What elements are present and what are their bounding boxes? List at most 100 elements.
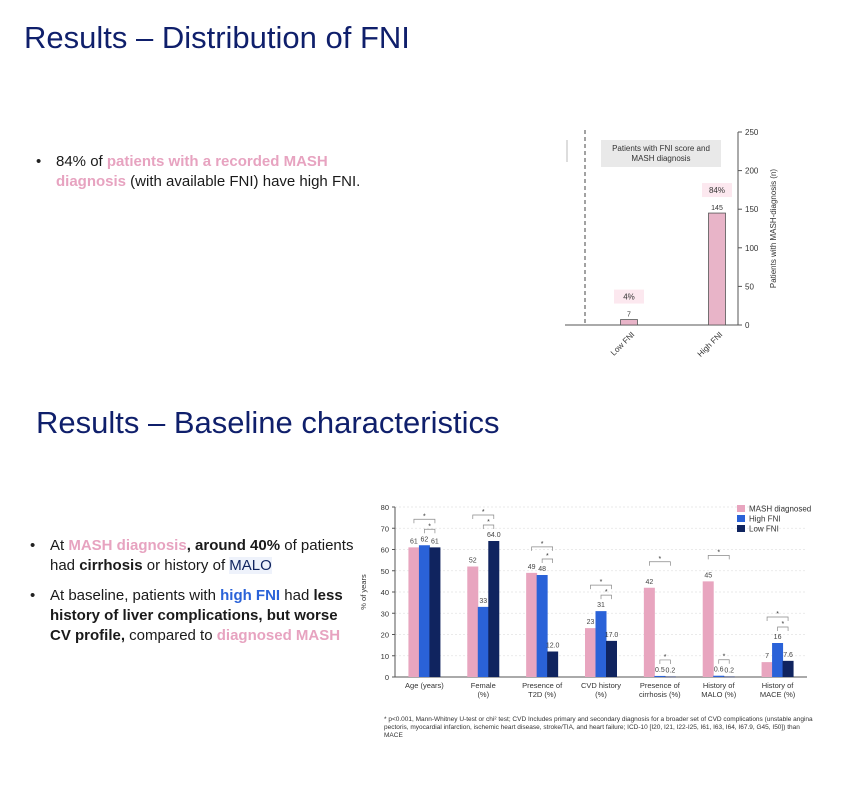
y-tick-label: 40	[381, 588, 389, 597]
data-label: 16	[774, 634, 782, 641]
legend-swatch	[737, 515, 745, 522]
percent-label: 4%	[623, 293, 635, 302]
bar	[536, 575, 548, 677]
bar	[606, 640, 617, 677]
data-label: 7	[627, 312, 631, 319]
significance-bracket	[531, 546, 553, 551]
x-tick-label: MACE (%)	[760, 690, 796, 699]
data-label: 17.0	[605, 632, 619, 639]
significance-bracket	[541, 558, 553, 563]
slide2-title: Results – Baseline characteristics	[36, 405, 500, 440]
significance-star: *	[423, 513, 426, 520]
x-tick-label: cirrhosis (%)	[639, 690, 681, 699]
bullet-text: compared to	[125, 627, 217, 644]
x-tick-label: Age (years)	[405, 681, 444, 690]
significance-star: *	[776, 611, 779, 618]
y-axis-label: % of years	[359, 574, 368, 610]
bullet-bold: , around 40%	[186, 537, 281, 554]
data-label: 0.2	[724, 668, 734, 675]
significance-star: *	[605, 589, 608, 596]
data-label: 42	[645, 579, 653, 586]
y-tick-label: 80	[381, 503, 389, 512]
bar	[526, 572, 538, 677]
bullet-item: 84% of patients with a recorded MASH dia…	[34, 152, 374, 192]
bullet-bold: less history of liver complications, but…	[50, 587, 343, 644]
data-label: 61	[410, 538, 418, 545]
significance-bracket	[600, 594, 612, 600]
x-tick-label: MALO (%)	[701, 690, 737, 699]
bar	[585, 628, 596, 677]
bar	[408, 547, 420, 677]
significance-bracket	[718, 659, 730, 664]
data-label: 62	[421, 536, 429, 543]
bullet-text: At baseline, patients with	[50, 587, 221, 604]
bullet-text: or history of	[142, 557, 230, 574]
bullet-item: At baseline, patients with high FNI had …	[28, 586, 358, 646]
significance-star: *	[487, 519, 490, 526]
significance-star: *	[717, 549, 720, 556]
x-tick-label: High FNI	[696, 330, 725, 359]
significance-bracket	[482, 524, 495, 529]
legend-label: Low FNI	[749, 525, 779, 534]
legend-label: MASH diagnosed	[749, 505, 811, 514]
bar	[488, 541, 500, 677]
significance-bracket	[707, 555, 730, 560]
data-label: 12.0	[546, 643, 560, 650]
percent-badge	[702, 183, 732, 198]
percent-label: 84%	[709, 186, 725, 195]
legend-swatch	[737, 505, 745, 512]
y-tick-label: 250	[745, 128, 759, 137]
significance-bracket	[649, 561, 671, 566]
significance-star: *	[428, 523, 431, 530]
data-label: 61	[431, 538, 439, 545]
bullet-text: At	[50, 537, 69, 554]
significance-star: *	[546, 553, 549, 560]
y-tick-label: 20	[381, 631, 389, 640]
bar	[654, 675, 666, 677]
data-label: 0.6	[714, 667, 724, 674]
y-tick-label: 50	[745, 282, 754, 291]
info-box-label: Patients with FNI score and	[612, 144, 710, 153]
y-tick-label: 10	[381, 652, 389, 661]
significance-star: *	[781, 621, 784, 628]
x-tick-label: (%)	[477, 690, 489, 699]
data-label: 45	[704, 572, 712, 579]
data-label: 48	[538, 566, 546, 573]
slide1-bullets: 84% of patients with a recorded MASH dia…	[34, 152, 374, 192]
bar	[467, 566, 479, 677]
bar	[772, 643, 784, 677]
bullet-highlight: high FNI	[220, 587, 281, 604]
bar	[620, 319, 638, 326]
data-label: 23	[587, 619, 595, 626]
data-label: 7.6	[783, 652, 793, 659]
x-tick-label: Presence of	[640, 681, 681, 690]
significance-star: *	[664, 654, 667, 661]
significance-bracket	[472, 514, 495, 519]
x-tick-label: T2D (%)	[528, 690, 556, 699]
x-tick-label: History of	[703, 681, 736, 690]
significance-bracket	[413, 518, 436, 524]
bar	[723, 676, 735, 678]
bar	[713, 675, 725, 677]
slide1-title: Results – Distribution of FNI	[24, 20, 410, 55]
y-tick-label: 70	[381, 524, 389, 533]
bar	[761, 662, 773, 677]
percent-badge	[614, 289, 644, 304]
significance-star: *	[723, 654, 726, 661]
legend-swatch	[737, 525, 745, 532]
bar	[595, 611, 607, 677]
significance-bracket	[590, 584, 612, 590]
significance-bracket	[659, 659, 671, 664]
y-tick-label: 30	[381, 609, 389, 618]
bullet-bold: cirrhosis	[79, 557, 143, 574]
info-box	[601, 140, 721, 167]
info-box-label: MASH diagnosis	[631, 154, 690, 163]
x-tick-label: History of	[762, 681, 795, 690]
data-label: 52	[469, 558, 477, 565]
data-label: 0.2	[665, 668, 675, 675]
bullet-text: (with available FNI) have high FNI.	[126, 173, 361, 190]
x-tick-label: (%)	[595, 690, 607, 699]
y-tick-label: 100	[745, 244, 759, 253]
